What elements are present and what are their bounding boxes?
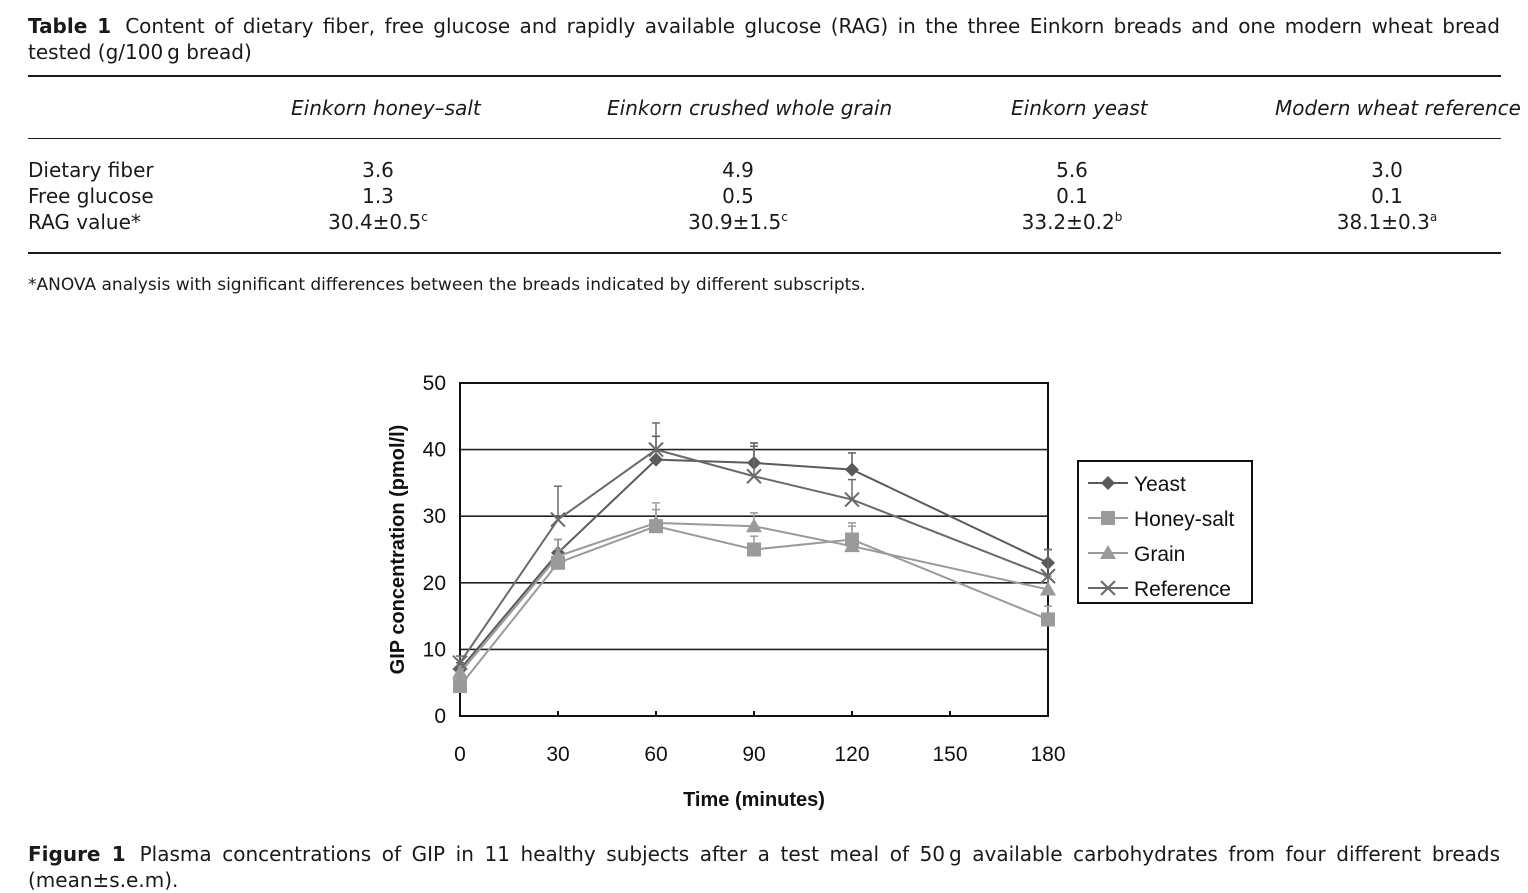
legend-label: Yeast [1134, 473, 1186, 496]
x-marker-stroke [550, 511, 566, 528]
data-point-grain [1040, 581, 1056, 596]
table-cell: 3.0 [1371, 158, 1403, 182]
data-point-grain [550, 548, 566, 563]
x-tick-label: 150 [932, 743, 967, 766]
x-axis-ticks: 0 30 60 90 120 150 180 [454, 711, 1066, 766]
data-point-grain [648, 514, 664, 529]
chart-legend: Yeast Honey-salt Grain Reference [1077, 460, 1253, 604]
data-point-honey-salt [1041, 612, 1055, 627]
legend-item-reference: Reference [1088, 578, 1231, 601]
x-tick-label: 30 [546, 743, 569, 766]
series-line-reference [459, 448, 1049, 664]
significance-superscript: c [781, 210, 788, 224]
significance-superscript: a [1429, 210, 1438, 224]
y-axis-label: GIP concentration (pmol/l) [387, 425, 409, 675]
data-point-grain [452, 664, 468, 679]
legend-label: Honey-salt [1134, 508, 1235, 531]
x-tick-label: 60 [644, 743, 667, 766]
x-tick-label: 180 [1030, 743, 1065, 766]
legend-marker [1101, 476, 1115, 490]
table-cell: 0.5 [722, 184, 754, 208]
column-header-yeast: Einkorn yeast [1011, 96, 1148, 120]
table-top-rule [28, 75, 1501, 77]
column-header-modern-wheat: Modern wheat reference [1275, 96, 1521, 120]
rag-value: 38.1±0.3 [1336, 210, 1430, 234]
table-cell: 3.6 [362, 158, 394, 182]
series-reference [452, 422, 1056, 671]
row-label-dietary-fiber: Dietary fiber [28, 158, 154, 182]
table-cell: 0.1 [1056, 184, 1088, 208]
data-point-yeast [649, 452, 663, 467]
table-cell: 38.1±0.3a [1287, 209, 1487, 235]
data-point-reference [452, 655, 468, 671]
legend-label: Reference [1134, 578, 1231, 601]
x-marker-stroke [1100, 580, 1116, 596]
figure-caption: Figure 1 Plasma concentrations of GIP in … [28, 841, 1500, 893]
data-point-grain [746, 518, 762, 533]
data-point-reference [1040, 568, 1056, 584]
figure-caption-text: Plasma concentrations of GIP in 11 healt… [28, 842, 1500, 892]
x-marker-stroke [1040, 568, 1056, 584]
x-tick-label: 120 [834, 743, 869, 766]
data-point-honey-salt [453, 679, 467, 694]
table-footnote: *ANOVA analysis with significant differe… [28, 275, 866, 295]
data-point-reference [648, 441, 664, 458]
data-point-reference [550, 511, 566, 528]
y-tick-label: 20 [423, 572, 446, 595]
table-cell: 0.1 [1371, 184, 1403, 208]
x-tick-label: 90 [742, 743, 765, 766]
figure-caption-label: Figure 1 [28, 842, 126, 866]
legend-label: Grain [1134, 543, 1185, 566]
y-tick-label: 40 [423, 439, 446, 462]
table-cell: 33.2±0.2b [972, 209, 1172, 235]
data-point-grain [844, 538, 860, 553]
x-marker-stroke [746, 468, 762, 484]
legend-marker [1100, 545, 1116, 559]
series-line-yeast [459, 458, 1049, 671]
x-marker-stroke [452, 655, 468, 671]
x-axis-label: Time (minutes) [683, 789, 825, 811]
significance-superscript: c [421, 210, 428, 224]
y-tick-label: 30 [423, 505, 446, 528]
y-tick-label: 10 [423, 638, 446, 661]
data-point-honey-salt [747, 542, 761, 557]
data-point-yeast [845, 462, 859, 477]
legend-item-grain: Grain [1088, 543, 1185, 566]
gip-line-chart: 0 10 20 30 40 50 0 30 60 90 120 150 180 GIP concent… [387, 372, 1253, 811]
legend-item-yeast: Yeast [1088, 473, 1186, 496]
data-point-reference [844, 491, 860, 508]
table-caption-text: Content of dietary fiber, free glucose a… [28, 14, 1501, 64]
table-cell: 1.3 [362, 184, 394, 208]
table-cell: 30.9±1.5c [638, 209, 838, 235]
table-cell: 4.9 [722, 158, 754, 182]
rag-value: 30.4±0.5 [328, 210, 422, 234]
table-cell: 5.6 [1056, 158, 1088, 182]
series-honey-salt [453, 508, 1055, 694]
row-label-free-glucose: Free glucose [28, 184, 154, 208]
y-tick-label: 0 [434, 705, 446, 728]
chart-series [452, 422, 1056, 694]
x-marker-stroke [648, 441, 664, 458]
legend-item-honey-salt: Honey-salt [1088, 508, 1235, 531]
data-point-reference [746, 468, 762, 484]
rag-value: 30.9±1.5 [688, 210, 782, 234]
rag-value: 33.2±0.2 [1021, 210, 1115, 234]
table-header-rule [28, 138, 1501, 139]
column-header-honey-salt: Einkorn honey–salt [291, 96, 481, 120]
column-header-crushed-whole-grain: Einkorn crushed whole grain [607, 96, 893, 120]
table-caption-label: Table 1 [28, 14, 112, 38]
row-label-rag-value: RAG value* [28, 210, 141, 234]
x-marker-stroke [844, 491, 860, 508]
x-tick-label: 0 [454, 743, 466, 766]
legend-marker [1101, 511, 1115, 525]
series-line-grain [459, 521, 1049, 674]
y-tick-label: 50 [423, 372, 446, 395]
table-bottom-rule [28, 252, 1501, 254]
series-grain [452, 502, 1056, 679]
table-cell: 30.4±0.5c [278, 209, 478, 235]
significance-superscript: b [1114, 210, 1123, 224]
legend-marker [1100, 580, 1116, 596]
y-axis-ticks: 0 10 20 30 40 50 [423, 372, 446, 728]
table-caption: Table 1 Content of dietary fiber, free gl… [28, 13, 1500, 65]
